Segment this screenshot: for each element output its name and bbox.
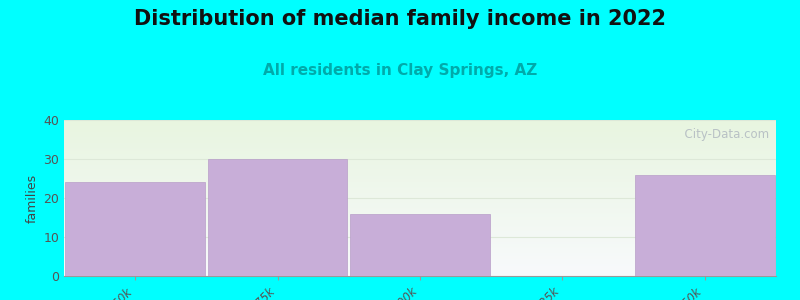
Text: Distribution of median family income in 2022: Distribution of median family income in … [134,9,666,29]
Bar [350,214,490,276]
Bar [208,159,347,276]
Text: City-Data.com: City-Data.com [677,128,769,141]
Text: All residents in Clay Springs, AZ: All residents in Clay Springs, AZ [263,63,537,78]
Y-axis label: families: families [26,173,39,223]
Bar [66,182,205,276]
Bar [635,175,774,276]
